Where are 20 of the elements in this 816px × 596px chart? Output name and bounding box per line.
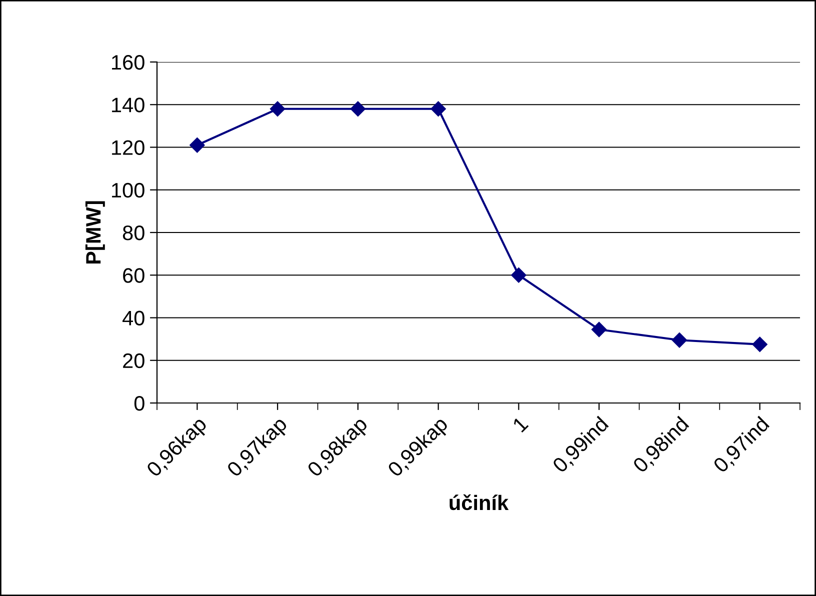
- point: [752, 336, 768, 352]
- y-tick-label: 100: [112, 182, 144, 198]
- point: [591, 322, 607, 338]
- point: [672, 332, 688, 348]
- y-tick-label: 140: [112, 98, 144, 112]
- point: [270, 101, 286, 116]
- x-tick-label: 1: [512, 416, 529, 433]
- y-tick-label: 0: [134, 396, 144, 411]
- y-tick-label: 20: [123, 353, 144, 368]
- point: [430, 101, 446, 116]
- point: [511, 268, 526, 283]
- point: [350, 101, 366, 116]
- point: [190, 138, 205, 153]
- y-tick-label: 80: [122, 226, 144, 240]
- x-axis-title: účiník: [450, 494, 509, 510]
- y-tick-label: 60: [123, 268, 144, 283]
- y-tick-label: 160: [112, 55, 144, 70]
- y-tick-label: 40: [122, 310, 144, 326]
- y-axis-title: P[MW]: [85, 201, 105, 264]
- y-tick-label: 120: [112, 140, 144, 156]
